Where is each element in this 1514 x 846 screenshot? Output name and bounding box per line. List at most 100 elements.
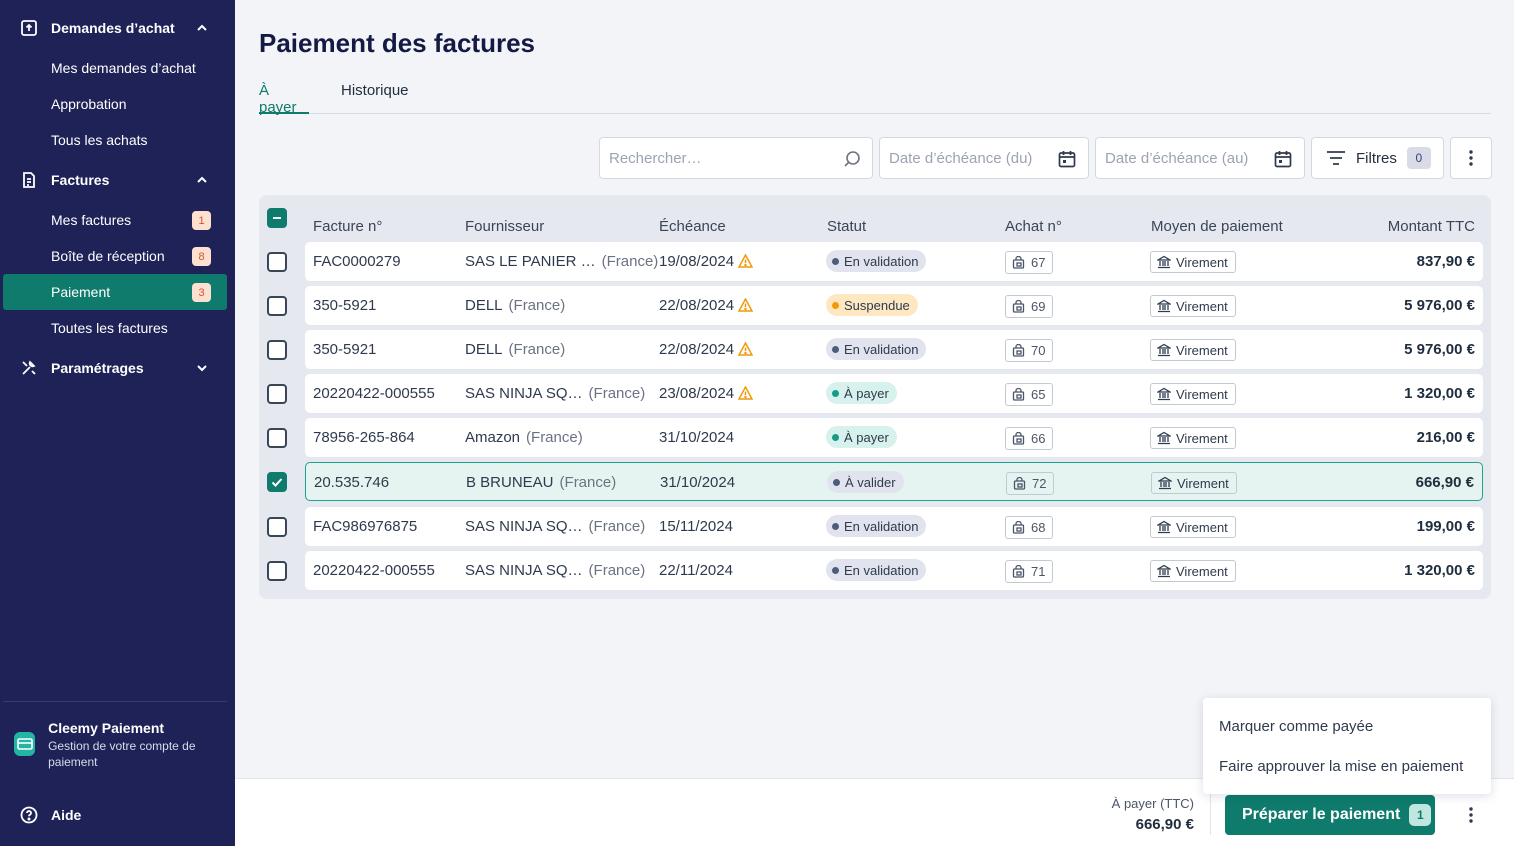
selected-count-badge: 1 xyxy=(1409,804,1432,826)
status-badge: Suspendue xyxy=(826,294,918,316)
supplier-name: B BRUNEAU xyxy=(466,474,554,491)
calendar-icon[interactable] xyxy=(1273,149,1293,169)
column-header-payment-method[interactable]: Moyen de paiement xyxy=(1151,218,1283,235)
row-checkbox[interactable] xyxy=(267,428,287,448)
column-header-purchase[interactable]: Achat n° xyxy=(1005,218,1062,235)
due-date-cell: 31/10/2024 xyxy=(660,474,735,491)
total-label: À payer (TTC) xyxy=(1111,796,1194,811)
column-header-amount[interactable]: Montant TTC xyxy=(1387,218,1475,235)
row-checkbox[interactable] xyxy=(267,472,287,492)
purchase-number: 69 xyxy=(1031,299,1046,314)
column-header-supplier[interactable]: Fournisseur xyxy=(465,218,545,235)
nav-item-my-requests[interactable]: Mes demandes d’achat xyxy=(3,50,227,86)
nav-item-all-purchases[interactable]: Tous les achats xyxy=(3,122,227,158)
supplier-cell: DELL (France) xyxy=(465,297,565,314)
shopping-bag-icon xyxy=(1012,388,1025,401)
purchase-link[interactable]: 67 xyxy=(1005,251,1054,274)
table-row[interactable]: 20220422-000555 SAS NINJA SQ… (France) 22/1… xyxy=(305,551,1483,590)
payment-method-tag: Virement xyxy=(1150,560,1236,582)
more-options-button[interactable] xyxy=(1450,137,1492,179)
due-date-cell: 15/11/2024 xyxy=(659,518,733,535)
amount: 837,90 € xyxy=(1416,253,1475,270)
chevron-up-icon[interactable] xyxy=(195,21,209,35)
purchase-link[interactable]: 68 xyxy=(1005,516,1054,539)
due-date-cell: 23/08/2024 xyxy=(659,385,754,402)
column-header-invoice[interactable]: Facture n° xyxy=(313,218,383,235)
purchase-link[interactable]: 70 xyxy=(1005,339,1054,362)
supplier-country: (France) xyxy=(601,253,659,270)
nav-item-my-invoices[interactable]: Mes factures 1 xyxy=(3,202,227,238)
due-date-cell: 22/08/2024 xyxy=(659,297,754,314)
due-date: 19/08/2024 xyxy=(659,253,735,270)
row-checkbox[interactable] xyxy=(267,561,287,581)
filters-button[interactable]: Filtres 0 xyxy=(1311,137,1444,179)
due-date-to-field[interactable]: Date d’échéance (au) xyxy=(1095,137,1305,179)
product-card[interactable]: Cleemy Paiement Gestion de votre compte … xyxy=(14,720,224,770)
invoices-table: Facture n° Fournisseur Échéance Statut A… xyxy=(259,195,1491,599)
table-row[interactable]: 350-5921 DELL (France) 22/08/2024 Suspendue 6… xyxy=(305,286,1483,325)
amount: 666,90 € xyxy=(1415,474,1474,491)
help-link[interactable]: Aide xyxy=(20,806,81,824)
supplier-cell: SAS NINJA SQ… (France) xyxy=(465,562,645,579)
chevron-down-icon[interactable] xyxy=(195,361,209,375)
row-checkbox[interactable] xyxy=(267,517,287,537)
warning-icon xyxy=(738,254,754,268)
payment-method-tag: Virement xyxy=(1150,251,1236,273)
column-header-due-date[interactable]: Échéance xyxy=(659,218,726,235)
status-label: En validation xyxy=(844,341,919,357)
nav-section-invoices[interactable]: Factures xyxy=(0,162,235,198)
due-date-from-field[interactable]: Date d’échéance (du) xyxy=(879,137,1089,179)
nav-section-purchase-requests[interactable]: Demandes d’achat xyxy=(0,10,235,46)
column-header-status[interactable]: Statut xyxy=(827,218,867,235)
menu-item-request-approval[interactable]: Faire approuver la mise en paiement xyxy=(1219,758,1464,775)
supplier-name: SAS NINJA SQ… xyxy=(465,518,583,535)
bank-icon xyxy=(1157,255,1171,269)
row-checkbox[interactable] xyxy=(267,340,287,360)
purchase-link[interactable]: 65 xyxy=(1005,383,1054,406)
invoice-number: FAC986976875 xyxy=(313,518,418,535)
due-date-cell: 19/08/2024 xyxy=(659,253,754,270)
prepare-payment-button[interactable]: Préparer le paiement 1 xyxy=(1225,795,1435,835)
count-badge: 8 xyxy=(192,247,211,266)
nav-section-settings[interactable]: Paramétrages xyxy=(0,350,235,386)
table-row[interactable]: 350-5921 DELL (France) 22/08/2024 En validat… xyxy=(305,330,1483,369)
row-checkbox[interactable] xyxy=(267,296,287,316)
nav-item-payment[interactable]: Paiement 3 xyxy=(3,274,227,310)
supplier-country: (France) xyxy=(588,385,646,402)
table-row[interactable]: 20.535.746 B BRUNEAU (France) 31/10/2024 À v… xyxy=(305,462,1483,501)
bank-icon xyxy=(1157,343,1171,357)
purchase-link[interactable]: 66 xyxy=(1005,427,1054,450)
menu-item-mark-paid[interactable]: Marquer comme payée xyxy=(1219,718,1374,735)
total-value: 666,90 € xyxy=(1135,816,1194,833)
tab-to-pay[interactable]: À payer xyxy=(259,80,309,116)
status-label: À payer xyxy=(844,429,889,445)
select-all-checkbox[interactable] xyxy=(267,208,287,228)
purchase-link[interactable]: 72 xyxy=(1006,472,1055,495)
table-row[interactable]: FAC0000279 SAS LE PANIER … (France) 19/08/2… xyxy=(305,242,1483,281)
nav-item-all-invoices[interactable]: Toutes les factures xyxy=(3,310,227,346)
table-row[interactable]: 78956-265-864 Amazon (France) 31/10/2024 À p… xyxy=(305,418,1483,457)
payment-method: Virement xyxy=(1176,254,1228,270)
status-badge: À payer xyxy=(826,382,897,404)
status-dot xyxy=(832,389,839,397)
search-input[interactable]: Rechercher… xyxy=(599,137,873,179)
more-actions-button[interactable] xyxy=(1461,803,1481,827)
table-row[interactable]: FAC986976875 SAS NINJA SQ… (France) 15/11/2… xyxy=(305,507,1483,546)
table-row[interactable]: 20220422-000555 SAS NINJA SQ… (France) 23/0… xyxy=(305,374,1483,413)
row-checkbox[interactable] xyxy=(267,384,287,404)
nav-item-approval[interactable]: Approbation xyxy=(3,86,227,122)
payment-method: Virement xyxy=(1176,519,1228,535)
nav-item-label: Paiement xyxy=(51,284,111,300)
row-checkbox[interactable] xyxy=(267,252,287,272)
purchase-link[interactable]: 69 xyxy=(1005,295,1054,318)
prepare-payment-label: Préparer le paiement xyxy=(1242,806,1401,823)
tab-history[interactable]: Historique xyxy=(341,82,409,99)
date-to-placeholder: Date d’échéance (au) xyxy=(1105,150,1249,167)
nav-item-inbox[interactable]: Boîte de réception 8 xyxy=(3,238,227,274)
actions-popup-menu: Marquer comme payée Faire approuver la m… xyxy=(1203,698,1491,794)
purchase-link[interactable]: 71 xyxy=(1005,560,1054,583)
chevron-up-icon[interactable] xyxy=(195,173,209,187)
payment-method-tag: Virement xyxy=(1150,339,1236,361)
status-badge: En validation xyxy=(826,338,927,360)
calendar-icon[interactable] xyxy=(1057,149,1077,169)
